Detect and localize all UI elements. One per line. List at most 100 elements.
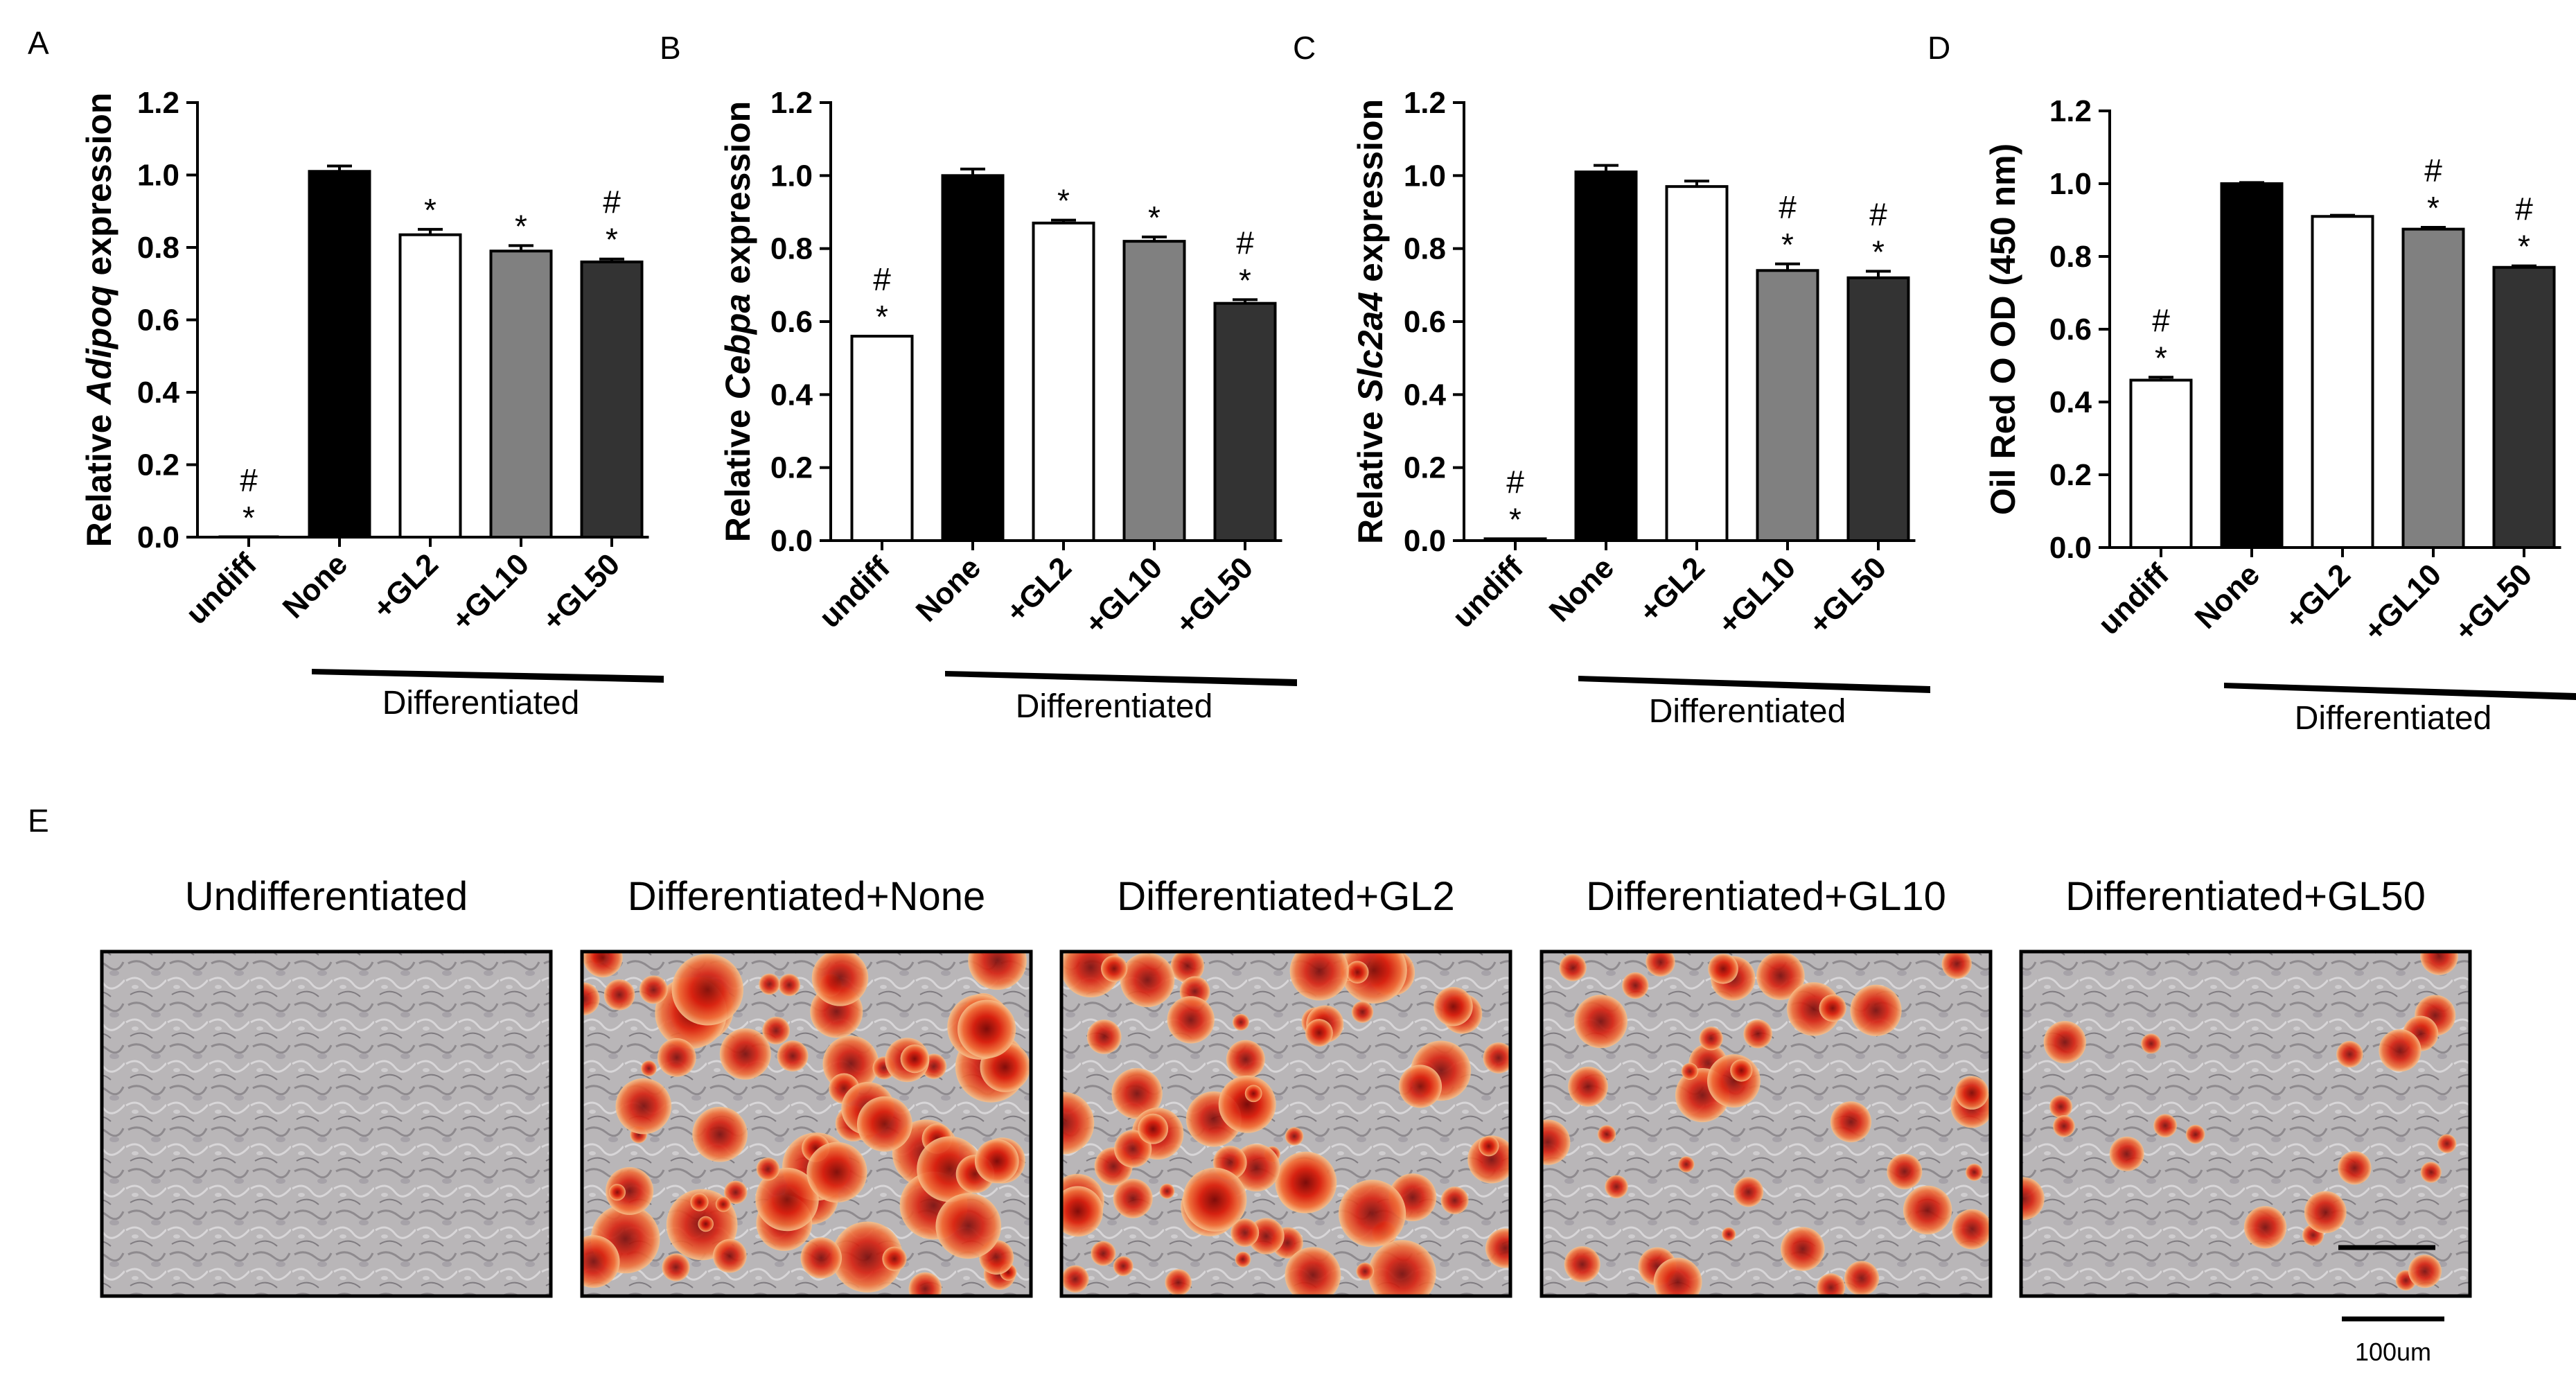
lipid-droplet [1965,1163,1983,1181]
lipid-droplet [1653,1257,1702,1296]
y-axis-label: Oil Red O OD (450 nm) [1984,143,2022,515]
lipid-droplet [2304,1191,2347,1234]
significance-star: * [424,192,436,228]
micrograph-frame [2019,950,2472,1298]
lipid-droplet [2109,1136,2144,1171]
lipid-droplet [1285,1127,1304,1146]
x-category-label: None [2189,557,2266,635]
lipid-droplet [639,975,668,1004]
lipid-droplet [1622,972,1649,999]
lipid-droplet [1167,996,1215,1044]
lipid-droplet [1941,952,1972,979]
x-category-label: None [1543,550,1621,628]
micrograph-frame [1059,950,1512,1298]
micrograph-frame [580,950,1033,1298]
bar-None [308,170,371,539]
lipid-droplet [1819,994,1846,1022]
lipid-droplet [641,1060,657,1076]
micrograph-image [1540,950,1993,1298]
y-tick-label: 1.2 [2049,94,2092,128]
y-tick-label: 0.8 [1404,232,1446,266]
significance-hash: # [603,184,621,220]
lipid-droplet [900,1044,929,1074]
micrograph-image [580,950,1033,1298]
y-axis-label-gene: Cebpa [718,294,757,400]
lipid-droplet [2049,1095,2072,1119]
significance-star: * [1872,234,1885,270]
y-axis-label-gene: Adipoq [80,286,118,406]
y-tick-label: 0.2 [770,451,813,485]
lipid-droplet [2379,1029,2421,1072]
panel-letter: B [660,30,681,66]
panel-letter: E [28,803,49,839]
lipid-droplet [811,952,869,1006]
group-label: Differentiated [2295,700,2492,737]
lipid-droplet [1165,1269,1192,1296]
bar-+GL50 [1846,276,1910,542]
cell-background [102,952,551,1296]
lipid-droplet [1061,1186,1103,1237]
x-category-label: undiff [813,550,897,634]
x-category-label: +GL10 [1711,550,1802,641]
lipid-droplet [778,974,801,997]
y-tick-label: 0.0 [137,521,179,554]
lipid-droplet [1113,1178,1153,1218]
y-tick-label: 0.2 [1404,451,1446,485]
lipid-droplet [671,954,743,1026]
bar-None [1574,170,1638,543]
y-tick-label: 0.6 [137,304,179,338]
lipid-droplet [1275,1151,1337,1214]
cell-background [2021,952,2470,1296]
micrograph-image [2019,950,2472,1298]
micrograph-caption: Differentiated+GL2 [1117,874,1454,919]
lipid-droplet [908,1272,942,1296]
lipid-droplet [1722,1227,1736,1241]
lipid-droplet [1338,1180,1406,1248]
lipid-droplet [583,952,623,978]
bar-undiff [2129,378,2193,549]
lipid-droplet [1573,995,1627,1049]
y-tick-label: 0.6 [2049,313,2092,347]
x-category-label: +GL10 [1078,550,1169,641]
group-underline [945,671,1297,686]
y-tick-label: 0.0 [770,524,813,558]
lipid-droplet [2420,1162,2442,1183]
y-axis-label-suffix: expression [80,93,118,286]
lipid-droplet [1244,1085,1262,1103]
lipid-droplet [1681,1062,1699,1080]
y-tick-label: 1.2 [1404,86,1446,120]
significance-hash: # [2152,302,2170,338]
lipid-droplet [1170,952,1205,983]
lipid-droplet [1597,1125,1616,1144]
lipid-droplet [1730,1059,1753,1082]
bar-None [941,174,1005,543]
micrograph-content [582,952,1031,1296]
y-axis-label: Relative Adipoq expression [80,93,118,548]
lipid-droplet [724,1180,748,1205]
significance-hash: # [873,261,891,297]
x-category-label: +GL2 [367,547,445,625]
lipid-droplet [712,1239,747,1273]
bar-+GL10 [1122,240,1186,542]
lipid-droplet [935,1193,1002,1259]
micrograph-content [2021,952,2470,1296]
lipid-droplet [2336,1040,2363,1068]
significance-hash: # [240,462,258,498]
lipid-droplet [1285,1247,1341,1296]
lipid-droplet [1368,1240,1436,1296]
lipid-droplet [1699,1026,1723,1051]
group-underline [1578,676,1930,693]
lipid-droplet [1483,1042,1510,1074]
lipid-droplet [1061,1265,1089,1293]
micrograph-content [102,952,551,1296]
lipid-droplet [1756,952,1805,1000]
lipid-droplet [755,1167,819,1232]
lipid-droplet [1346,961,1369,983]
x-category-label: +GL2 [1000,550,1078,629]
lipid-droplet [1605,1175,1628,1198]
lipid-droplet [1356,1262,1374,1281]
bar-+GL10 [489,250,553,539]
lipid-droplet [1830,1101,1872,1143]
y-tick-label: 1.0 [2049,167,2092,201]
y-tick-label: 0.2 [137,448,179,482]
